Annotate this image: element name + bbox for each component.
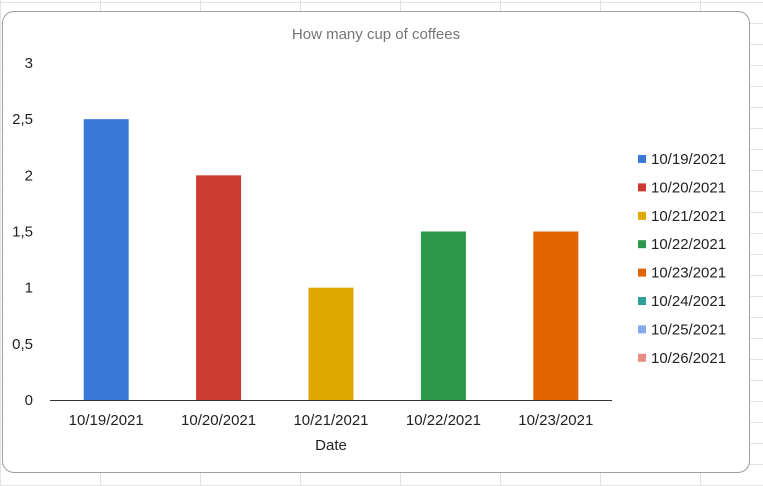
y-tick-label: 0 — [25, 392, 33, 409]
y-tick-label: 1 — [25, 280, 33, 297]
legend-swatch — [638, 268, 646, 277]
y-tick-label: 3 — [25, 55, 33, 72]
bar — [308, 287, 354, 400]
x-tick-label: 10/23/2021 — [518, 412, 593, 429]
x-tick-label: 10/22/2021 — [406, 412, 481, 429]
legend-swatch — [638, 325, 646, 334]
bar — [83, 119, 129, 401]
legend-label: 10/20/2021 — [651, 179, 726, 196]
legend-swatch — [638, 155, 646, 163]
legend-label: 10/22/2021 — [651, 236, 726, 253]
legend-label: 10/19/2021 — [651, 151, 726, 168]
x-tick-label: 10/20/2021 — [181, 412, 256, 429]
legend-swatch — [638, 211, 646, 220]
legend-label: 10/26/2021 — [651, 350, 726, 367]
legend-item: 10/22/2021 — [638, 236, 726, 253]
y-tick-label: 0,5 — [12, 336, 33, 353]
chart-title: How many cup of coffees — [292, 26, 460, 43]
y-tick-label: 2,5 — [12, 111, 33, 128]
legend-label: 10/21/2021 — [651, 208, 726, 225]
legend-swatch — [638, 183, 646, 192]
legend-item: 10/19/2021 — [638, 151, 726, 168]
legend-item: 10/25/2021 — [638, 321, 726, 338]
legend-item: 10/26/2021 — [638, 350, 726, 367]
bar — [420, 231, 466, 400]
legend-item: 10/24/2021 — [638, 293, 726, 310]
bar — [533, 231, 579, 400]
x-axis-label: Date — [315, 437, 347, 454]
legend-item: 10/23/2021 — [638, 265, 726, 282]
y-tick-label: 2 — [25, 167, 33, 184]
legend-label: 10/23/2021 — [651, 265, 726, 282]
legend-item: 10/20/2021 — [638, 179, 726, 196]
x-tick-label: 10/21/2021 — [293, 412, 368, 429]
bars — [83, 119, 579, 401]
legend-item: 10/21/2021 — [638, 208, 726, 225]
legend-label: 10/25/2021 — [651, 321, 726, 338]
x-tick-label: 10/19/2021 — [69, 412, 144, 429]
legend-swatch — [638, 240, 646, 249]
x-axis-ticks: 10/19/2021 10/20/2021 10/21/2021 10/22/2021… — [69, 412, 594, 429]
legend-swatch — [638, 353, 646, 362]
legend: 10/19/2021 10/20/2021 10/21/2021 10/22/2021… — [638, 151, 726, 367]
legend-label: 10/24/2021 — [651, 293, 726, 310]
bar — [196, 175, 242, 400]
legend-swatch — [638, 297, 646, 305]
y-tick-label: 1,5 — [12, 224, 33, 241]
y-axis-ticks: 0 0,5 1 1,5 2 2,5 3 — [12, 55, 33, 409]
